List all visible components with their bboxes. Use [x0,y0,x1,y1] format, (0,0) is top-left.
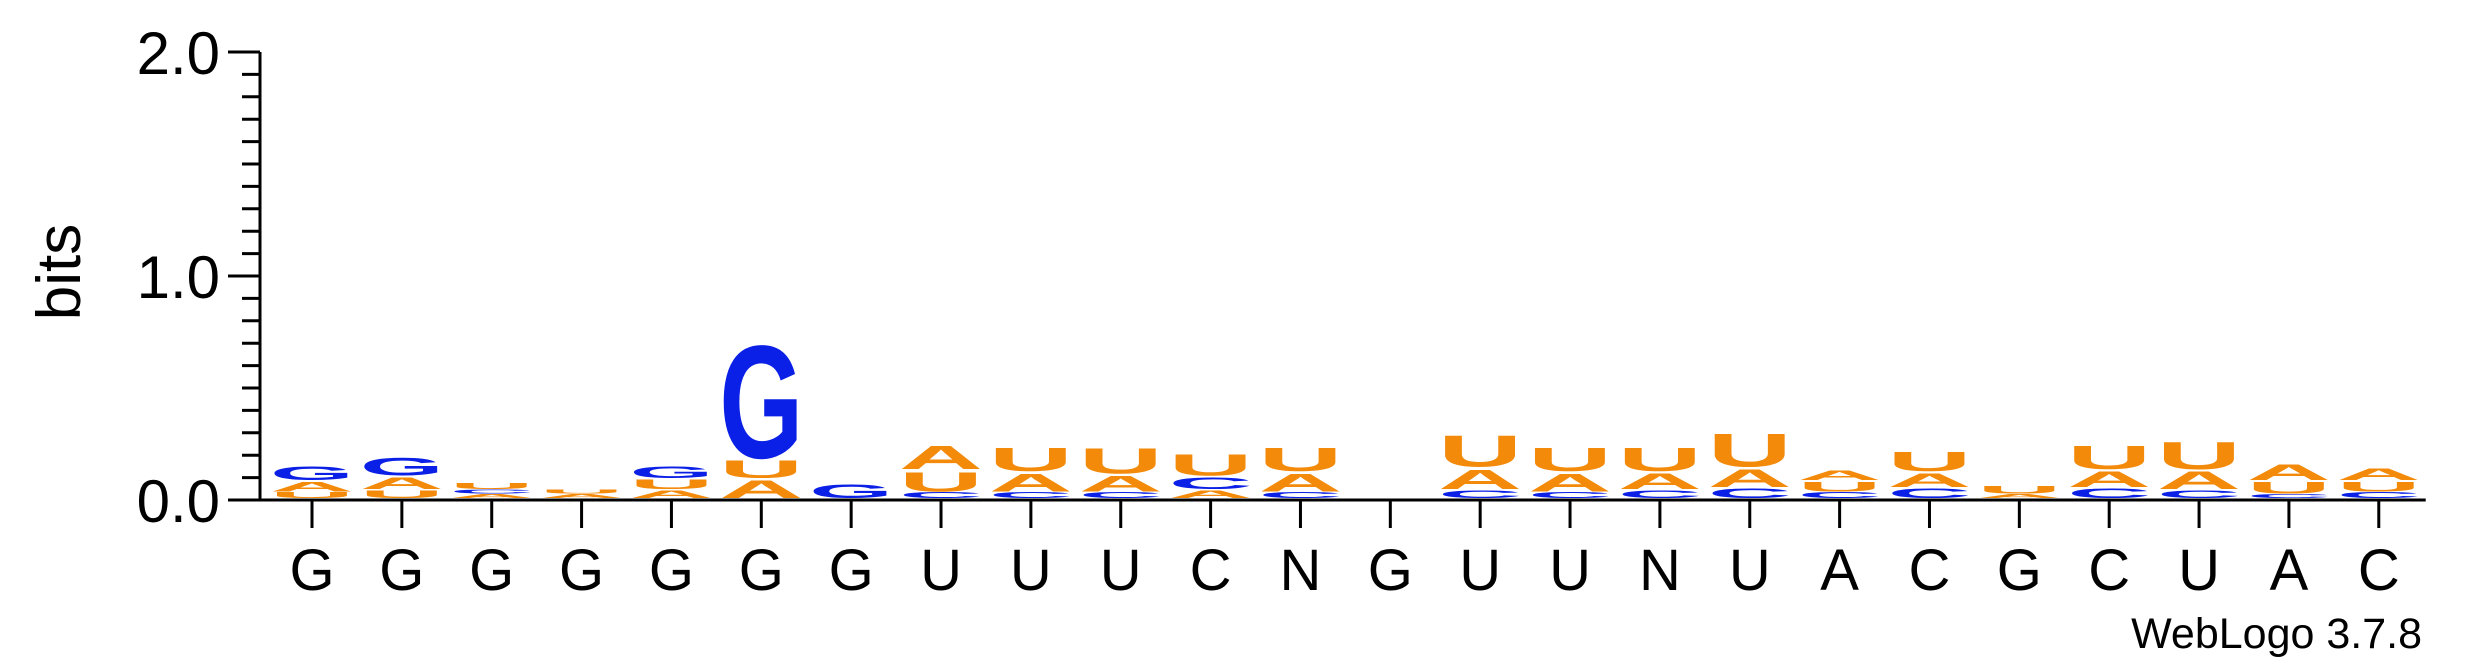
logo-letter-C: C [899,491,983,500]
logo-letter-C: C [1169,474,1253,493]
x-tick-label: G [559,538,604,603]
logo-letter-U: U [540,489,624,495]
logo-letter-U: U [1169,448,1253,482]
logo-letter-U: U [1708,424,1792,477]
logo-letter-A: A [540,493,624,499]
logo-letter-A: A [1708,464,1792,492]
x-tick-label: C [2088,538,2130,603]
logo-letter-C: C [2247,493,2331,499]
logo-letter-C: C [1438,488,1522,501]
logo-letter-G: G [809,481,893,503]
x-tick-label: U [1100,538,1142,603]
x-tick-label: G [1997,538,2042,603]
logo-letter-C: C [1528,491,1612,500]
y-tick-label: 1.0 [137,244,220,311]
logo-letter-C: C [1798,491,1882,500]
logo-letter-U: U [2247,478,2331,497]
x-tick-label: G [469,538,514,603]
logo-letter-A: A [1438,464,1522,495]
x-tick-label: A [2270,538,2309,603]
logo-letter-A: A [1079,471,1163,496]
logo-letter-A: A [2157,466,2241,494]
logo-letter-C: C [1258,491,1342,500]
logo-letter-G: G [270,463,354,485]
y-tick-label: 2.0 [137,20,220,87]
logo-letter-U: U [2157,434,2241,477]
logo-letter-A: A [899,439,983,476]
logo-letter-U: U [450,482,534,491]
logo-letter-C: C [1618,488,1702,501]
logo-letter-A: A [629,488,713,501]
logo-letter-C: C [2067,485,2151,501]
x-tick-label: N [1280,538,1322,603]
logo-letter-C: C [1708,485,1792,501]
logo-letter-U: U [719,455,803,483]
logo-letter-G: G [719,313,803,493]
y-axis-label: bits [25,224,94,320]
logo-letter-C: C [1887,485,1971,501]
x-tick-label: U [1729,538,1771,603]
logo-letter-A: A [1887,469,1971,491]
x-tick-label: G [379,538,424,603]
logo-letter-U: U [1887,446,1971,477]
y-tick-label: 0.0 [137,468,220,535]
logo-letter-A: A [1528,469,1612,497]
x-tick-label: G [649,538,694,603]
x-tick-label: U [1010,538,1052,603]
logo-letter-U: U [1618,442,1702,479]
logo-letter-U: U [270,491,354,500]
logo-letter-A: A [1798,468,1882,484]
logo-letter-A: A [2067,467,2151,492]
logo-letter-C: C [1079,491,1163,500]
logo-letter-G: G [360,453,444,481]
x-tick-label: U [1459,538,1501,603]
logo-letter-A: A [1258,469,1342,497]
logo-letter-U: U [629,476,713,492]
x-tick-label: U [2178,538,2220,603]
logo-letter-A: A [1977,493,2061,499]
x-tick-label: G [289,538,334,603]
logo-letter-U: U [1528,442,1612,479]
x-tick-label: G [1368,538,1413,603]
logo-letter-A: A [2337,465,2421,484]
logo-letter-C: C [2157,488,2241,501]
weblogo-credit: WebLogo 3.7.8 [2131,610,2422,658]
x-tick-label: C [2358,538,2400,603]
logo-letter-A: A [450,493,534,499]
logo-letter-U: U [1438,426,1522,476]
logo-letter-A: A [270,479,354,495]
x-tick-label: C [1190,538,1232,603]
logo-letter-U: U [2067,439,2151,476]
logo-letter-U: U [989,442,1073,479]
logo-letter-A: A [719,475,803,503]
x-tick-label: G [739,538,784,603]
x-tick-label: N [1639,538,1681,603]
logo-letter-U: U [1798,479,1882,495]
logo-letter-U: U [1977,483,2061,496]
logo-letter-A: A [989,469,1073,497]
x-tick-label: C [1909,538,1951,603]
logo-letter-G: G [629,463,713,482]
logo-letter-U: U [2337,479,2421,495]
logo-letter-A: A [2247,460,2331,485]
logo-letter-C: C [989,491,1073,500]
logo-letter-A: A [1618,469,1702,494]
logo-letter-C: C [450,489,534,495]
y-axis: 0.0 1.0 2.0 [137,20,262,535]
logo-letter-A: A [1169,488,1253,501]
x-tick-label: U [1549,538,1591,603]
logo-letter-U: U [1079,441,1163,481]
logo-letter-U: U [899,466,983,497]
logo-letter-U: U [360,488,444,501]
logo-letter-U: U [1258,442,1342,479]
x-tick-label: U [920,538,962,603]
x-tick-label: A [1820,538,1859,603]
logo-letter-C: C [2337,491,2421,500]
logo-letter-A: A [360,474,444,493]
x-tick-label: G [829,538,874,603]
